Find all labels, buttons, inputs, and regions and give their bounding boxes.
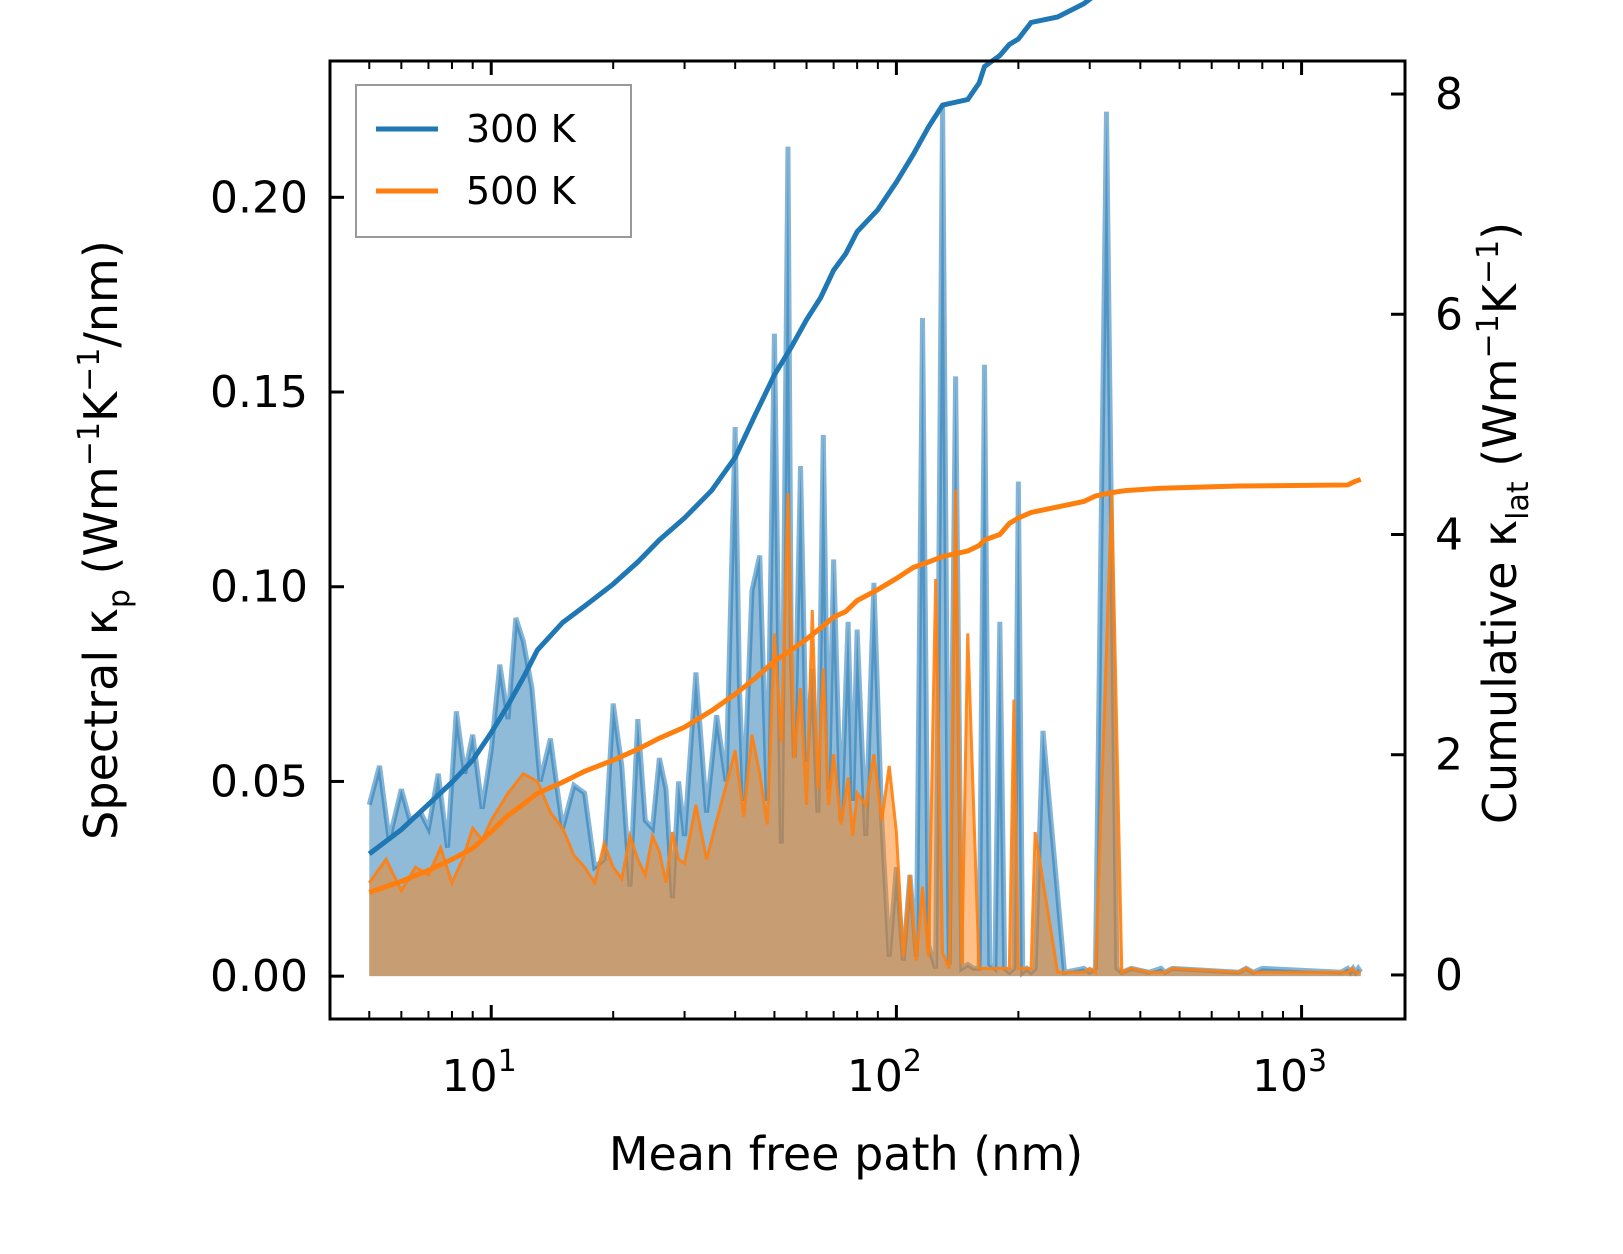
y-left-label-post: /nm) [74, 240, 128, 347]
y-left-label-sup2: −1 [72, 348, 107, 392]
axes-frame [328, 59, 1407, 1021]
cumulative-500k-line [368, 477, 1362, 895]
y-right-label-sup1: −1 [1471, 314, 1506, 358]
y-right-tick-label-2: 4 [1435, 509, 1463, 560]
spectral-500k-line [368, 489, 1361, 976]
y-right-tick-label-3: 6 [1435, 289, 1463, 340]
x-tick-base-0: 10 [442, 1051, 498, 1102]
y-right-label-sup2: −1 [1471, 240, 1506, 284]
y-right-label-mid: (Wm [1473, 358, 1527, 481]
y-right-tick-label-4: 8 [1435, 69, 1463, 120]
y-left-label-sup1: −1 [72, 422, 107, 466]
x-tick-base-2: 10 [1252, 1051, 1308, 1102]
y-right-label-pre: Cumulative κ [1473, 520, 1527, 824]
y-right-tick-label-0: 0 [1435, 950, 1463, 1001]
x-tick-exp-0: 1 [498, 1044, 517, 1079]
y-right-tick-label-1: 2 [1435, 730, 1463, 781]
legend: 300 K 500 K [355, 84, 632, 238]
y-left-tick-label-1: 0.05 [210, 756, 308, 807]
x-tick-label-0: 101 [442, 1044, 517, 1102]
y-axis-left-label: Spectral κp (Wm−1K−1/nm) [72, 240, 137, 840]
x-tick-exp-1: 2 [903, 1044, 922, 1079]
legend-label-0: 300 K [466, 107, 577, 151]
y-left-label-sub: p [102, 589, 137, 608]
y-left-label-k: K [74, 390, 128, 422]
x-tick-label-2: 103 [1252, 1044, 1327, 1102]
x-tick-exp-2: 3 [1308, 1044, 1327, 1079]
y-left-tick-label-3: 0.15 [210, 367, 308, 418]
y-right-label-k: K [1473, 282, 1527, 314]
plot-area [366, 0, 1363, 978]
y-left-tick-label-4: 0.20 [210, 172, 308, 223]
y-right-label-sub: lat [1501, 481, 1536, 520]
y-left-label-mid: (Wm [74, 466, 128, 589]
cumulative-300k-line [367, 0, 1093, 856]
y-right-label-post: ) [1473, 222, 1527, 240]
legend-label-1: 500 K [466, 169, 577, 213]
y-axis-right-label: Cumulative κlat (Wm−1K−1) [1471, 222, 1536, 824]
x-tick-base-1: 10 [847, 1051, 903, 1102]
y-left-label-pre: Spectral κ [74, 608, 128, 840]
legend-box [355, 84, 632, 238]
x-tick-label-1: 102 [847, 1044, 922, 1102]
x-axis-label: Mean free path (nm) [609, 1127, 1083, 1181]
y-left-tick-label-2: 0.10 [210, 562, 308, 613]
y-left-tick-label-0: 0.00 [210, 951, 308, 1002]
